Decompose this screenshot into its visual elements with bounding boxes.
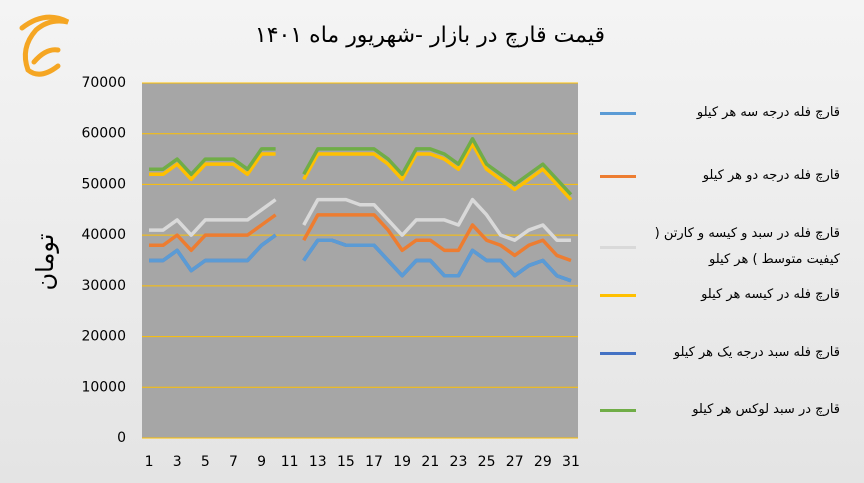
legend-swatch: [600, 245, 636, 249]
x-tick-label: 3: [173, 454, 182, 470]
x-tick-label: 15: [337, 454, 355, 470]
x-tick-label: 5: [201, 454, 210, 470]
legend-swatch: [600, 293, 636, 297]
legend-label: قارچ فله درجه سه هر کیلو: [696, 105, 840, 120]
legend-label: قارچ فله در کیسه هر کیلو: [701, 287, 840, 302]
legend-item: قارچ فله درجه سه هر کیلو: [600, 100, 848, 126]
legend-label: قارچ در سبد لوکس هر کیلو: [692, 402, 840, 417]
x-tick-label: 21: [421, 454, 439, 470]
legend-item: قارچ فله سبد درجه یک هر کیلو: [600, 340, 848, 366]
x-tick-label: 23: [450, 454, 468, 470]
legend-label: قارچ فله در سبد و کیسه و کارتن ( کیفیت م…: [654, 226, 840, 267]
logo: [19, 14, 70, 77]
legend-swatch: [600, 408, 636, 412]
y-axis-label: تومان: [31, 234, 59, 291]
series-line: [149, 137, 573, 196]
x-tick-label: 17: [365, 454, 383, 470]
y-tick-label: 40000: [81, 227, 126, 243]
y-tick-label: 50000: [81, 176, 126, 192]
chart-title: قیمت قارچ در بازار -شهریور ماه ۱۴۰۱: [255, 23, 605, 48]
x-tick-label: 27: [506, 454, 524, 470]
x-tick-label: 9: [257, 454, 266, 470]
legend-swatch: [600, 174, 636, 178]
legend-label: قارچ فله درجه دو هر کیلو: [702, 168, 840, 183]
series-line: [149, 213, 572, 263]
y-tick-label: 30000: [81, 278, 126, 294]
legend-item: قارچ فله در سبد و کیسه و کارتن ( کیفیت م…: [600, 221, 848, 273]
y-tick-label: 70000: [81, 75, 126, 91]
y-tick-label: 60000: [81, 126, 126, 142]
legend-swatch: [600, 351, 636, 355]
legend-item: قارچ در سبد لوکس هر کیلو: [600, 397, 848, 423]
x-tick-label: 25: [478, 454, 496, 470]
y-tick-label: 20000: [81, 329, 126, 345]
legend-swatch: [600, 111, 636, 115]
x-tick-label: 13: [309, 454, 327, 470]
legend-item: قارچ فله درجه دو هر کیلو: [600, 163, 848, 189]
x-tick-label: 19: [393, 454, 411, 470]
x-tick-label: 1: [145, 454, 154, 470]
legend-item: قارچ فله در کیسه هر کیلو: [600, 282, 848, 308]
series-line: [149, 142, 573, 201]
x-tick-label: 31: [562, 454, 580, 470]
legend-label: قارچ فله سبد درجه یک هر کیلو: [673, 345, 840, 360]
x-tick-label: 11: [281, 454, 299, 470]
series-line: [149, 197, 571, 242]
y-tick-label: 0: [117, 430, 126, 446]
x-tick-label: 29: [534, 454, 552, 470]
x-tick-label: 7: [229, 454, 238, 470]
series-line: [149, 233, 572, 283]
y-tick-label: 10000: [81, 379, 126, 395]
